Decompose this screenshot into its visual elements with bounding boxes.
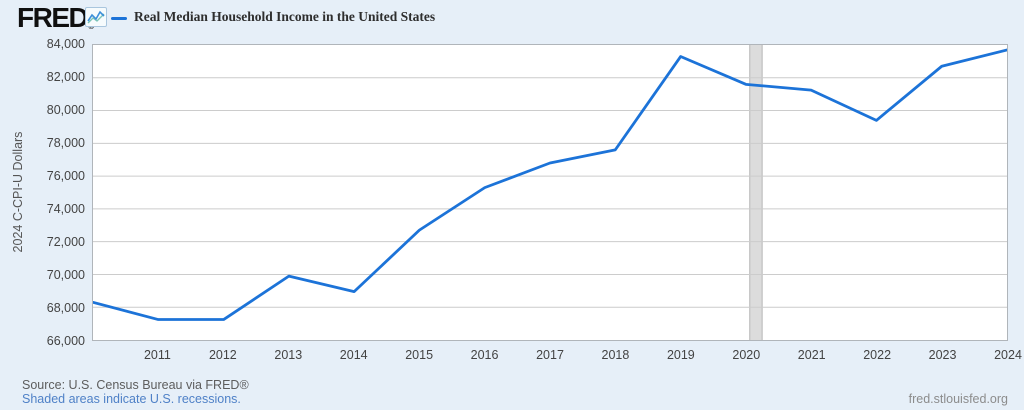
x-tick-label: 2014: [339, 348, 368, 362]
site-link[interactable]: fred.stlouisfed.org: [908, 392, 1008, 406]
x-tick-label: 2021: [797, 348, 826, 362]
chart-canvas[interactable]: [93, 45, 1007, 340]
x-tick-label: 2023: [928, 348, 957, 362]
recession-band: [749, 45, 763, 340]
x-tick-label: 2020: [732, 348, 761, 362]
x-tick-label: 2013: [274, 348, 303, 362]
x-tick-label: 2022: [863, 348, 892, 362]
sparkline-chart-icon: [85, 7, 107, 27]
x-tick-label: 2017: [536, 348, 564, 362]
legend-series-label[interactable]: Real Median Household Income in the Unit…: [134, 9, 436, 24]
source-note: Source: U.S. Census Bureau via FRED®: [22, 378, 249, 392]
x-tick-label: 2012: [208, 348, 237, 362]
y-tick-label: 76,000: [46, 169, 85, 183]
y-tick-label: 68,000: [46, 301, 85, 315]
sparkline-teal-line: [87, 13, 105, 24]
fred-logo-text: FRED: [17, 2, 89, 33]
data-line[interactable]: [93, 48, 1007, 321]
recession-note-link[interactable]: Shaded areas indicate U.S. recessions.: [22, 392, 241, 406]
x-tick-label: 2018: [601, 348, 630, 362]
y-tick-label: 80,000: [46, 103, 85, 117]
y-tick-label: 78,000: [46, 136, 85, 150]
x-tick-label: 2015: [405, 348, 434, 362]
x-tick-label: 2019: [666, 348, 695, 362]
x-tick-label: 2016: [470, 348, 499, 362]
sparkline-blue-line: [87, 10, 105, 22]
legend-line-swatch: [111, 17, 127, 20]
fred-logo[interactable]: FRED ®: [17, 2, 94, 34]
y-tick-label: 84,000: [46, 37, 85, 51]
plot-area[interactable]: [92, 44, 1008, 341]
x-tick-label: 2011: [143, 348, 171, 362]
y-tick-label: 82,000: [46, 70, 85, 84]
x-tick-label: 2024: [994, 348, 1022, 362]
y-tick-label: 66,000: [46, 334, 85, 348]
y-tick-label: 70,000: [46, 268, 85, 282]
y-tick-label: 74,000: [46, 202, 85, 216]
y-tick-label: 72,000: [46, 235, 85, 249]
